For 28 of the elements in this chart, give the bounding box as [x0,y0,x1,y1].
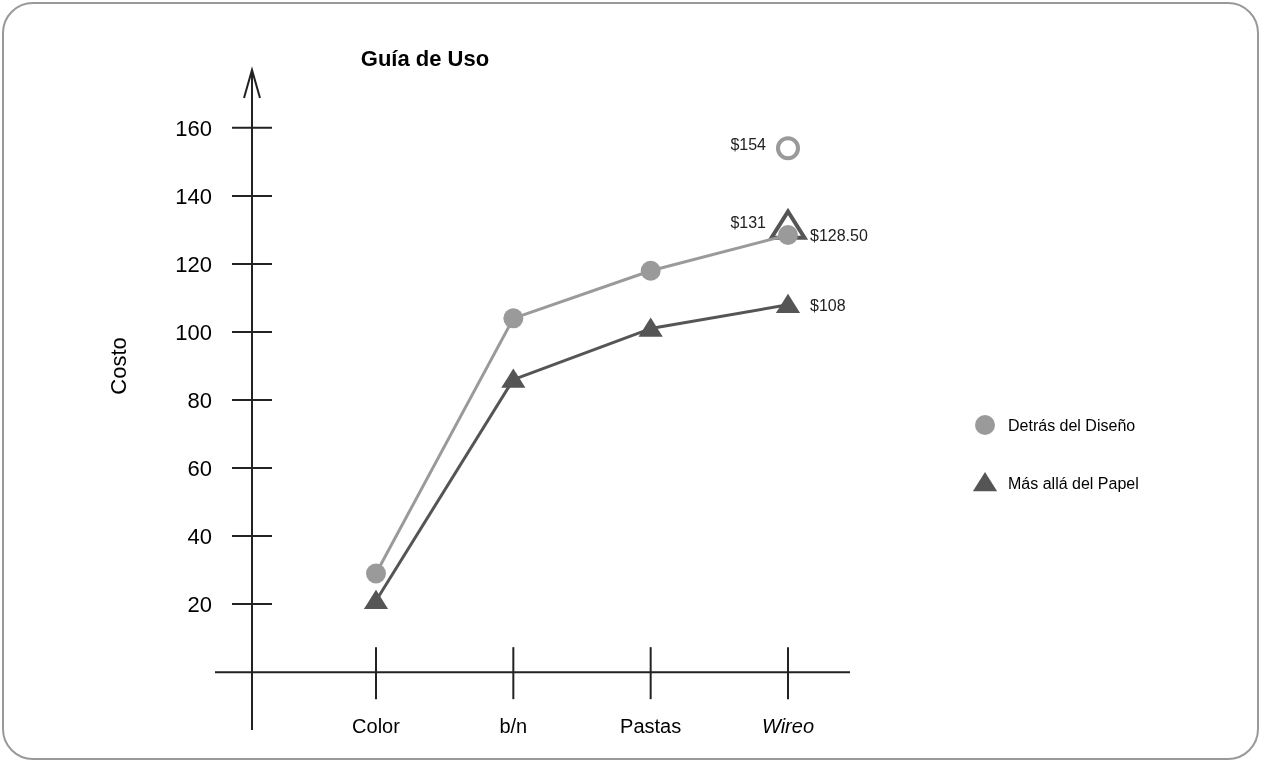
data-label: $131 [730,214,767,232]
y-axis-title: Costo [106,337,131,395]
chart-title: Guía de Uso [360,46,490,71]
y-tick-label: 140 [175,183,212,209]
point [778,225,798,245]
y-tick-label: 80 [187,388,212,413]
data-label: $154 [730,136,767,154]
point [501,368,526,388]
y-tick-label: 60 [187,456,212,482]
point [503,308,524,329]
y-tick-label: 100 [175,319,212,345]
x-tick-label: b/n [499,715,528,738]
y-tick-label: 160 [175,115,212,141]
point [638,317,663,337]
data-label: $128.50 [810,227,868,244]
point [775,293,801,313]
point [366,563,386,584]
data-label: $108 [810,296,846,314]
y-tick-label: 20 [187,592,212,618]
x-tick-label: Pastas [620,715,682,738]
legend-label: Detrás del Diseño [1008,417,1136,434]
x-tick-label: Color [352,715,401,738]
y-tick-label: 120 [175,251,212,277]
point [640,260,661,281]
x-tick-label: Wireo [761,715,815,738]
y-tick-label: 40 [187,524,212,550]
point [363,589,389,609]
legend-label: Más allá del Papel [1008,475,1139,492]
